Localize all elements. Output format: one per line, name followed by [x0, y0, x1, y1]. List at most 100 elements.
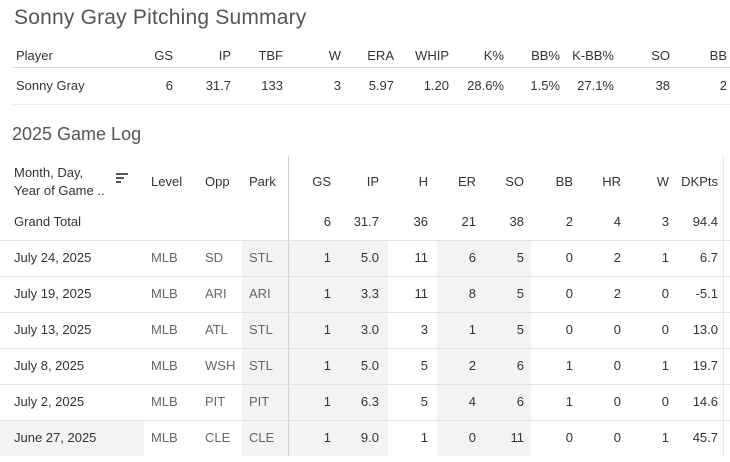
game-bb: 0 — [565, 430, 573, 445]
game-opp: WSH — [205, 358, 236, 373]
col-header-so[interactable]: SO — [651, 48, 670, 63]
game-hr: 0 — [613, 394, 621, 409]
game-gs: 1 — [323, 286, 331, 301]
game-ip: 5.0 — [360, 250, 379, 265]
col-header-player[interactable]: Player — [16, 48, 53, 63]
game-row[interactable]: July 19, 2025 MLB ARI ARI 1 3.3 11 8 5 0… — [0, 276, 730, 312]
game-ip: 3.0 — [360, 322, 379, 337]
game-dkpts: -5.1 — [695, 286, 718, 301]
col-header-h[interactable]: H — [418, 174, 428, 189]
game-row[interactable]: July 13, 2025 MLB ATL STL 1 3.0 3 1 5 0 … — [0, 312, 730, 348]
col-header-w[interactable]: W — [656, 174, 669, 189]
game-so: 5 — [516, 322, 524, 337]
game-so: 5 — [516, 250, 524, 265]
game-bb: 1 — [565, 394, 573, 409]
game-ip: 5.0 — [360, 358, 379, 373]
col-header-date[interactable]: Month, Day, Year of Game .. — [14, 164, 105, 200]
game-hr: 0 — [613, 322, 621, 337]
game-dkpts: 13.0 — [692, 322, 718, 337]
game-row[interactable]: July 24, 2025 MLB SD STL 1 5.0 11 6 5 0 … — [0, 240, 730, 276]
game-so: 5 — [516, 286, 524, 301]
game-bb: 1 — [565, 358, 573, 373]
game-park: STL — [249, 250, 273, 265]
col-header-k-bb-pct[interactable]: K-BB% — [572, 48, 614, 63]
total-er: 21 — [461, 214, 476, 229]
col-header-hr[interactable]: HR — [602, 174, 621, 189]
game-row[interactable]: July 2, 2025 MLB PIT PIT 1 6.3 5 4 6 1 0… — [0, 384, 730, 420]
col-header-bb[interactable]: BB — [555, 174, 573, 189]
game-opp: PIT — [205, 394, 226, 409]
game-w: 0 — [661, 286, 669, 301]
game-h: 1 — [420, 430, 428, 445]
sort-descending-icon[interactable] — [116, 173, 128, 185]
game-hr: 2 — [613, 286, 621, 301]
game-so: 6 — [516, 394, 524, 409]
game-w: 1 — [661, 430, 669, 445]
game-er: 2 — [468, 358, 476, 373]
game-h: 5 — [420, 394, 428, 409]
game-log-table: Month, Day, Year of Game .. Level Opp Pa… — [0, 156, 730, 462]
summary-bb-pct: 1.5% — [530, 78, 560, 93]
col-header-ip[interactable]: IP — [218, 48, 231, 63]
col-header-ip[interactable]: IP — [366, 174, 379, 189]
game-date: June 27, 2025 — [14, 430, 97, 445]
game-log-header-row: Month, Day, Year of Game .. Level Opp Pa… — [0, 156, 730, 206]
col-header-park[interactable]: Park — [249, 174, 276, 189]
col-header-level[interactable]: Level — [151, 174, 183, 189]
summary-bottom-divider — [12, 104, 730, 105]
game-dkpts: 19.7 — [692, 358, 718, 373]
game-er: 1 — [468, 322, 476, 337]
row-divider — [0, 348, 730, 349]
game-er: 0 — [468, 430, 476, 445]
col-header-w[interactable]: W — [328, 48, 341, 63]
measure-separator-line — [288, 156, 289, 456]
game-ip: 6.3 — [360, 394, 379, 409]
summary-ip: 31.7 — [205, 78, 231, 93]
col-header-er[interactable]: ER — [457, 174, 476, 189]
col-header-so[interactable]: SO — [505, 174, 524, 189]
game-log-title: 2025 Game Log — [12, 124, 142, 144]
game-er: 4 — [468, 394, 476, 409]
game-w: 0 — [661, 394, 669, 409]
col-header-era[interactable]: ERA — [367, 48, 394, 63]
game-park: CLE — [249, 430, 275, 445]
date-header-line1: Month, Day, — [14, 165, 84, 180]
game-opp: ATL — [205, 322, 228, 337]
summary-w: 3 — [333, 78, 341, 93]
game-h: 3 — [420, 322, 428, 337]
player-name[interactable]: Sonny Gray — [16, 78, 85, 93]
date-header-line2: Year of Game .. — [14, 183, 105, 198]
col-header-bb-pct[interactable]: BB% — [531, 48, 560, 63]
col-header-tbf[interactable]: TBF — [258, 48, 283, 63]
col-header-opp[interactable]: Opp — [205, 174, 230, 189]
summary-tbf: 133 — [261, 78, 283, 93]
col-header-dkpts[interactable]: DKPts — [681, 174, 718, 189]
game-h: 11 — [414, 250, 429, 265]
row-divider — [0, 312, 730, 313]
game-date: July 8, 2025 — [14, 358, 85, 373]
row-divider — [0, 276, 730, 277]
total-hr: 4 — [613, 214, 621, 229]
game-date: July 24, 2025 — [14, 250, 92, 265]
game-date: July 2, 2025 — [14, 394, 85, 409]
col-header-whip[interactable]: WHIP — [415, 48, 449, 63]
grand-total-label: Grand Total — [14, 214, 81, 229]
game-gs: 1 — [323, 430, 331, 445]
game-level: MLB — [151, 286, 178, 301]
game-level: MLB — [151, 358, 178, 373]
game-row[interactable]: June 27, 2025 MLB CLE CLE 1 9.0 1 0 11 0… — [0, 420, 730, 456]
col-header-gs[interactable]: GS — [154, 48, 173, 63]
col-header-k-pct[interactable]: K% — [483, 48, 504, 63]
game-opp: SD — [205, 250, 224, 265]
game-bb: 0 — [565, 286, 573, 301]
summary-bb: 2 — [719, 78, 727, 93]
col-header-gs[interactable]: GS — [312, 174, 331, 189]
col-header-bb[interactable]: BB — [709, 48, 727, 63]
game-ip: 9.0 — [360, 430, 379, 445]
total-dkpts: 94.4 — [692, 214, 718, 229]
game-park: ARI — [249, 286, 271, 301]
total-h: 36 — [413, 214, 428, 229]
game-row[interactable]: July 8, 2025 MLB WSH STL 1 5.0 5 2 6 1 0… — [0, 348, 730, 384]
page-title: Sonny Gray Pitching Summary — [14, 6, 307, 29]
game-er: 8 — [468, 286, 476, 301]
